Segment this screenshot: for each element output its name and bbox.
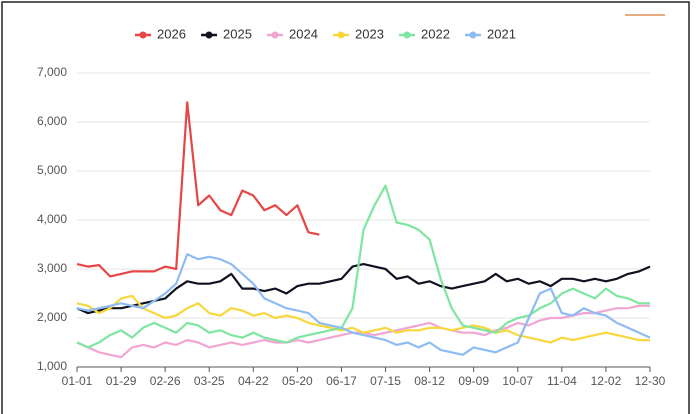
x-tick-label: 04-22 — [238, 374, 269, 388]
legend-label: 2024 — [289, 26, 318, 41]
y-tick-label: 5,000 — [37, 163, 67, 177]
x-tick-label: 12-30 — [635, 374, 666, 388]
series-line — [76, 263, 651, 315]
x-tick-label: 09-09 — [458, 374, 489, 388]
y-tick-label: 3,000 — [37, 261, 67, 275]
legend-label: 2025 — [223, 26, 252, 41]
x-tick-label: 07-15 — [370, 374, 401, 388]
legend-label: 2021 — [487, 26, 516, 41]
legend-marker — [337, 31, 345, 39]
y-tick-label: 2,000 — [37, 310, 67, 324]
x-tick-label: 02-26 — [150, 374, 181, 388]
legend-label: 2026 — [157, 26, 186, 41]
series-line — [76, 294, 650, 344]
legend-marker — [205, 31, 213, 39]
legend-label: 2023 — [355, 26, 384, 41]
x-tick-label: 03-25 — [194, 374, 225, 388]
y-tick-label: 7,000 — [37, 65, 67, 79]
series-line — [76, 253, 651, 356]
x-tick-label: 12-02 — [591, 374, 622, 388]
legend-label: 2022 — [421, 26, 450, 41]
x-tick-label: 08-12 — [414, 374, 445, 388]
legend-marker — [469, 31, 477, 39]
x-tick-label: 10-07 — [502, 374, 533, 388]
series-line — [76, 101, 320, 278]
x-tick-label: 01-29 — [106, 374, 137, 388]
y-tick-label: 1,000 — [37, 359, 67, 373]
y-tick-label: 4,000 — [37, 212, 67, 226]
x-tick-label: 06-17 — [326, 374, 357, 388]
legend-marker — [139, 31, 147, 39]
legend-marker — [271, 31, 279, 39]
series-line — [76, 184, 650, 349]
legend-marker — [403, 31, 411, 39]
x-tick-label: 01-01 — [62, 374, 93, 388]
x-tick-label: 11-04 — [547, 374, 577, 388]
y-tick-label: 6,000 — [37, 114, 67, 128]
x-tick-label: 05-20 — [282, 374, 313, 388]
